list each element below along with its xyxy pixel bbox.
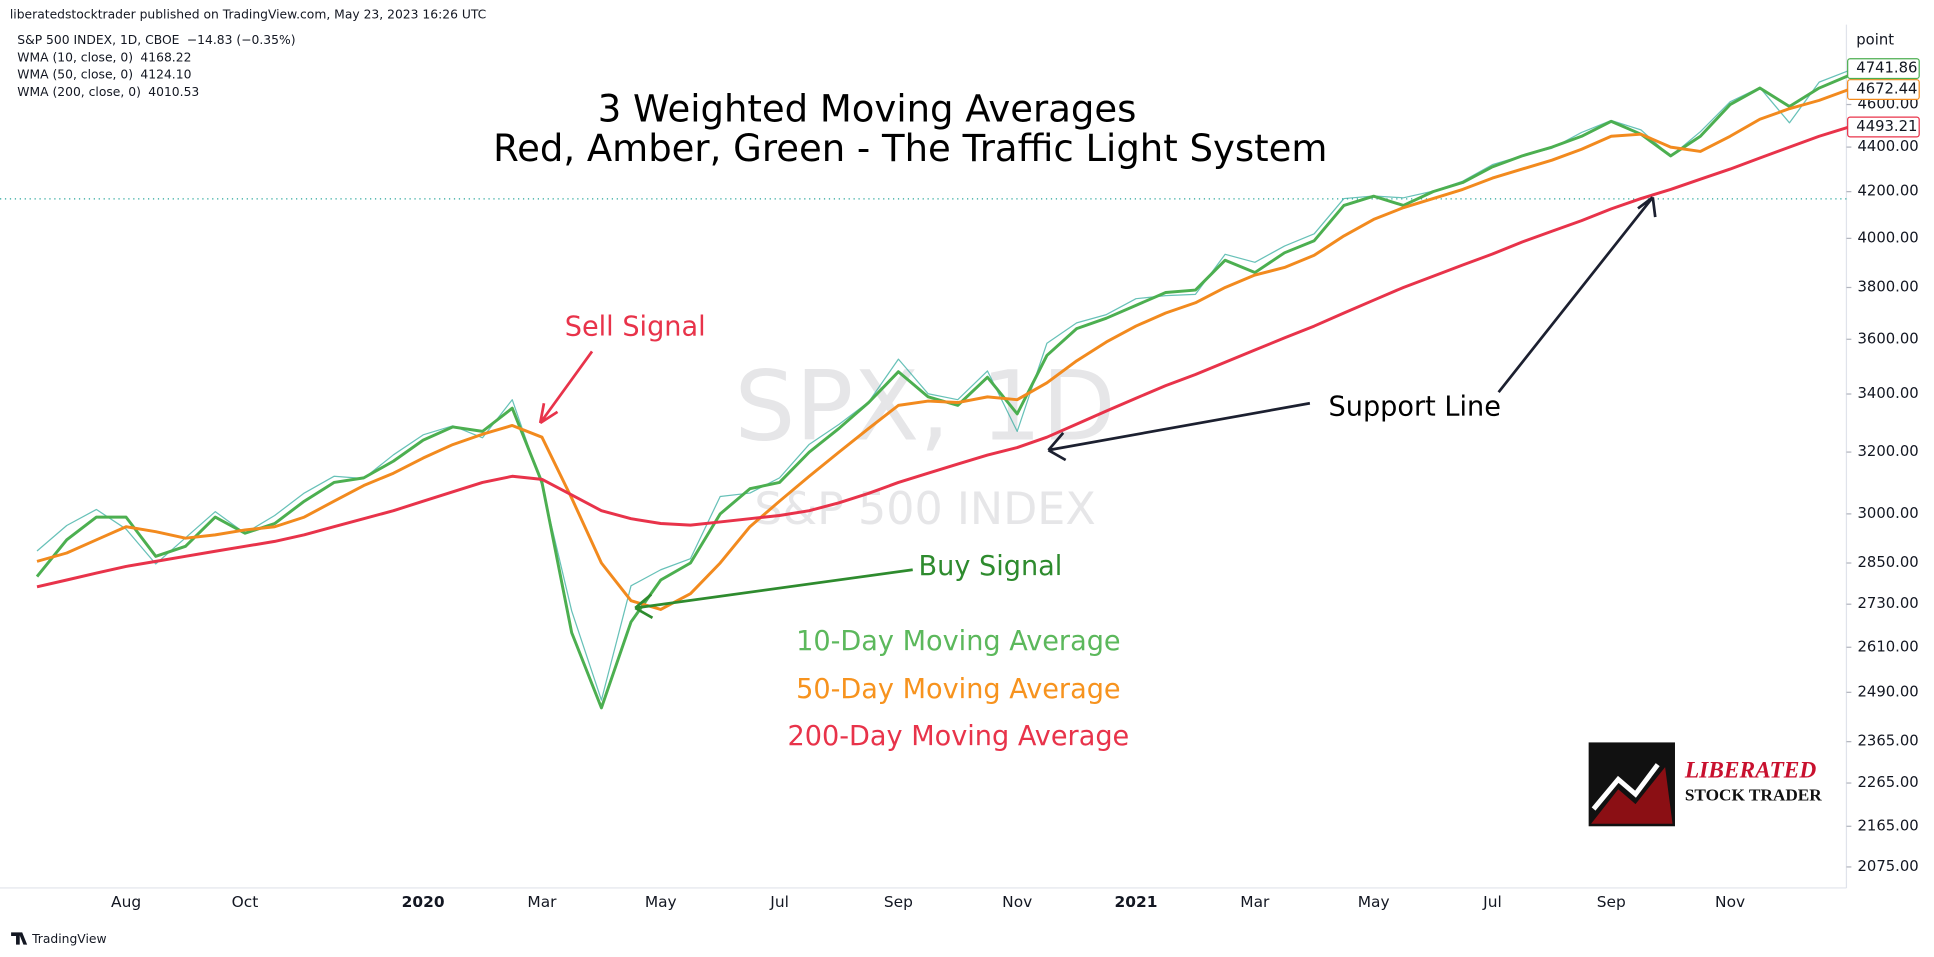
plot-area: [0, 69, 1850, 710]
x-tick-label: Oct: [232, 893, 259, 911]
x-tick-label: May: [645, 893, 677, 911]
x-tick-label: Nov: [1002, 893, 1032, 911]
chart-title: 3 Weighted Moving Averages: [598, 87, 1137, 130]
last-value-box: [1847, 116, 1920, 138]
logo: LIBERATED STOCK TRADER: [1588, 742, 1822, 827]
annotation: 10-Day Moving Average: [796, 626, 1121, 657]
y-tick-label: 4400.00: [1858, 138, 1919, 155]
x-tick-label: Jul: [769, 893, 789, 911]
legend-value: 4010.53: [148, 85, 199, 99]
y-tick-label: 4000.00: [1858, 229, 1919, 246]
moving-average-line: [36, 88, 1850, 611]
legend-name: WMA (50, close, 0): [17, 68, 133, 82]
last-value-label: 4741.86: [1856, 60, 1917, 77]
annotation: Sell Signal: [565, 312, 706, 343]
x-tick-label: Mar: [527, 893, 557, 911]
y-tick-label: 3600.00: [1858, 330, 1919, 347]
x-tick-label: Nov: [1715, 893, 1745, 911]
logo-text: STOCK TRADER: [1685, 786, 1822, 805]
y-tick-label: 2165.00: [1858, 817, 1919, 834]
y-tick-label: 2610.00: [1858, 638, 1919, 655]
last-value-box: [1847, 79, 1920, 101]
moving-average-line: [36, 125, 1850, 589]
header: liberatedstocktrader published on Tradin…: [10, 7, 486, 21]
y-tick-label: 3000.00: [1858, 505, 1919, 522]
y-tick-label: 2365.00: [1858, 733, 1919, 750]
buy-arrow: [634, 568, 913, 620]
x-tick-label: May: [1358, 893, 1390, 911]
last-value-box: [1847, 58, 1920, 80]
last-value-label: 4672.44: [1856, 81, 1917, 98]
legend-name: WMA (200, close, 0): [17, 85, 141, 99]
x-tick-label: Sep: [1597, 893, 1626, 911]
y-tick-label: 2730.00: [1858, 595, 1919, 612]
chart-subtitle: Red, Amber, Green - The Traffic Light Sy…: [493, 127, 1327, 170]
y-tick-label: 2075.00: [1858, 858, 1919, 875]
x-tick-label: Sep: [884, 893, 913, 911]
watermark-symbol: SPX, 1D: [734, 351, 1115, 463]
logo-text: LIBERATED: [1684, 757, 1817, 783]
last-value-label: 4493.21: [1856, 118, 1917, 135]
sell-arrow: [538, 350, 594, 425]
annotation: 200-Day Moving Average: [787, 721, 1129, 752]
support-arrow: [1497, 196, 1657, 394]
legend-name: WMA (10, close, 0): [17, 50, 133, 64]
legend-value: −14.83 (−0.35%): [187, 33, 296, 47]
footer-text: TradingView: [31, 932, 107, 946]
y-tick-label: 2265.00: [1858, 774, 1919, 791]
watermark-name: S&P 500 INDEX: [754, 484, 1095, 535]
x-tick-label: Jul: [1482, 893, 1502, 911]
y-tick-label: 4200.00: [1858, 183, 1919, 200]
legend-value: 4124.10: [140, 68, 191, 82]
y-tick-label: 3200.00: [1858, 443, 1919, 460]
x-tick-label: 2021: [1115, 893, 1158, 911]
legend-name: S&P 500 INDEX, 1D, CBOE: [17, 33, 179, 47]
y-tick-label: 3400.00: [1858, 385, 1919, 402]
y-tick-label: 2490.00: [1858, 683, 1919, 700]
footer-logo: [11, 932, 28, 945]
y-axis-unit: point: [1856, 32, 1894, 49]
annotation: 50-Day Moving Average: [796, 674, 1121, 705]
arrows: [538, 196, 1657, 620]
x-tick-label: 2020: [402, 893, 445, 911]
x-tick-label: Mar: [1240, 893, 1270, 911]
annotation: Buy Signal: [919, 551, 1063, 582]
logo-arrow: [1591, 763, 1660, 811]
x-tick-label: Aug: [111, 893, 141, 911]
legend-value: 4168.22: [140, 50, 191, 64]
footer: TradingView: [11, 932, 107, 946]
logo-shape: [1591, 767, 1673, 824]
y-tick-label: 3800.00: [1858, 278, 1919, 295]
annotation: Support Line: [1329, 392, 1501, 423]
y-tick-label: 2850.00: [1858, 554, 1919, 571]
support-arrow: [1047, 401, 1311, 462]
